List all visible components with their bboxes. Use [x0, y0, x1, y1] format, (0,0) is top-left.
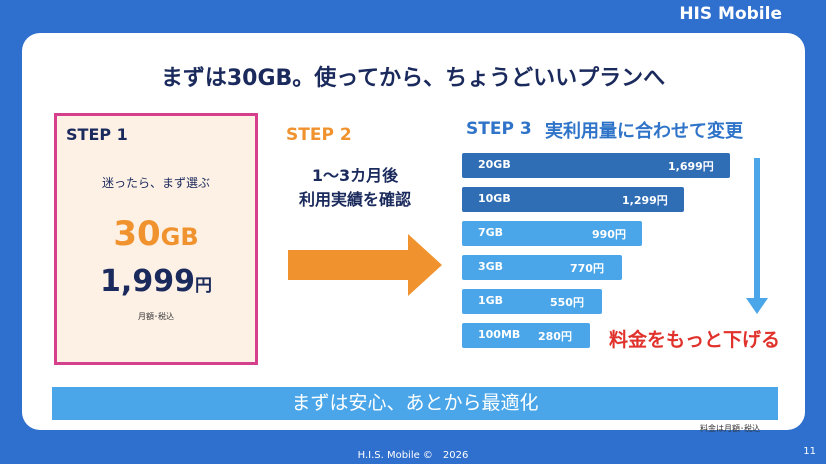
plan-price: 280円	[538, 330, 572, 343]
step3-heading: 実利用量に合わせて変更	[545, 121, 743, 142]
data-amount: 30	[113, 214, 161, 254]
arrow-shape	[746, 158, 768, 314]
step1-box	[54, 113, 258, 365]
plan-bar: 1GB 550円	[462, 289, 602, 314]
plan-price: 1,699円	[668, 160, 714, 173]
plan-data: 20GB	[478, 158, 511, 171]
plan-data: 1GB	[478, 294, 504, 307]
brand: HIS Mobile	[679, 4, 782, 24]
banner: まずは安心、あとから最適化	[52, 387, 778, 420]
plan-bar: 100MB 280円	[462, 323, 590, 348]
plan-price: 990円	[592, 228, 626, 241]
right-arrow	[288, 234, 442, 296]
plan-bar: 3GB 770円	[462, 255, 622, 280]
plan-bar: 10GB 1,299円	[462, 187, 684, 212]
footnote: 料金は月額･税込	[700, 424, 760, 433]
caption: 迷ったら、まず選ぶ	[101, 176, 210, 190]
price: 1,999	[100, 264, 195, 299]
data-unit: GB	[160, 223, 199, 251]
down-arrow	[746, 158, 768, 314]
step-label: STEP 1	[66, 125, 128, 144]
plan-data: 100MB	[478, 328, 521, 341]
step-label: STEP 2	[286, 125, 352, 145]
step2-line: 1〜3カ月後	[311, 166, 399, 185]
price-row: 1,999円	[54, 264, 258, 299]
plan-data: 3GB	[478, 260, 504, 273]
arrow-text: 料金をもっと下げる	[609, 329, 781, 351]
plan-price: 550円	[550, 296, 584, 309]
note: 月額･税込	[138, 312, 174, 321]
page-number: 11	[803, 446, 816, 457]
plan-bar: 20GB 1,699円	[462, 153, 730, 178]
footer: H.I.S. Mobile © 2026	[357, 450, 469, 461]
plan-bar: 7GB 990円	[462, 221, 642, 246]
data-amount-row: 30GB	[54, 214, 258, 254]
step-label: STEP 3	[466, 119, 532, 139]
plan-data: 7GB	[478, 226, 504, 239]
title: まずは30GB。使ってから、ちょうどいいプランへ	[160, 66, 666, 91]
arrow-shape	[288, 234, 442, 296]
plan-price: 1,299円	[622, 194, 668, 207]
plan-data: 10GB	[478, 192, 511, 205]
plan-price: 770円	[570, 262, 604, 275]
price-unit: 円	[194, 276, 212, 296]
step2-line: 利用実績を確認	[298, 190, 411, 209]
